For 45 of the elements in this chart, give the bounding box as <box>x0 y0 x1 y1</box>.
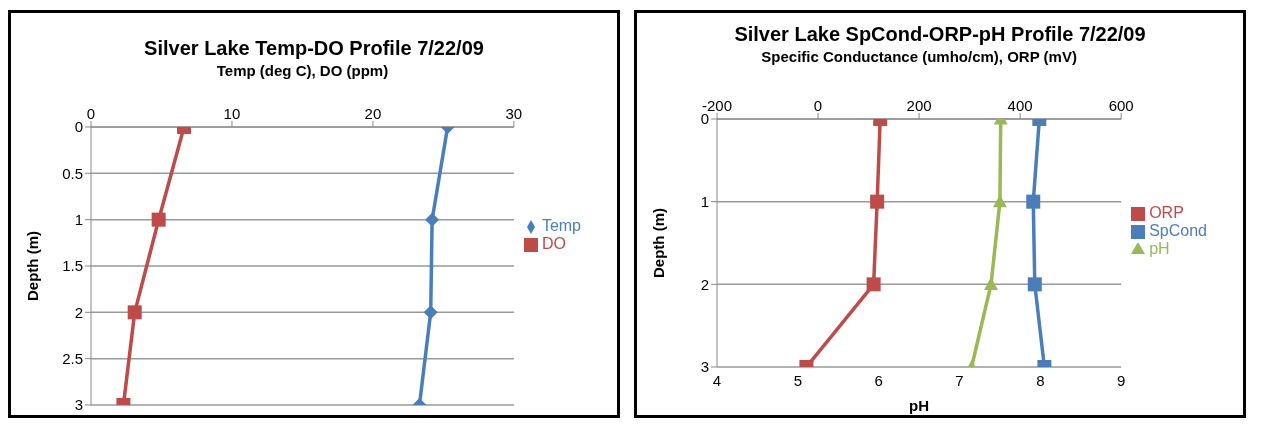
y-tick-label: 1.5 <box>62 257 83 275</box>
legend-label: ORP <box>1149 204 1184 221</box>
x-axis-title: Temp (deg C), DO (ppm) <box>216 61 389 79</box>
x-tick-label: 0 <box>86 105 96 122</box>
legend-label: SpCond <box>1149 222 1207 239</box>
y-tick-label: 3 <box>74 396 83 414</box>
point <box>870 194 885 209</box>
point <box>127 305 142 320</box>
x2-tick-label: 7 <box>955 371 964 389</box>
point <box>1026 194 1041 209</box>
y-tick-label: 0 <box>74 118 83 136</box>
legend-label: pH <box>1149 240 1170 257</box>
y-tick-label: 3 <box>700 358 709 376</box>
point <box>1027 277 1042 292</box>
point <box>425 212 440 227</box>
x-tick-label: 0 <box>813 97 823 114</box>
x-axis-title: Specific Conductance (umho/cm), ORP (mV) <box>761 47 1077 65</box>
chart-title: Silver Lake SpCond-ORP-pH Profile 7/22/09 <box>733 23 1147 46</box>
x2-tick-label: 6 <box>874 371 883 389</box>
x2-axis-title: pH <box>909 397 930 414</box>
y-axis-title: Depth (m) <box>24 231 42 301</box>
x-tick-label: 400 <box>1007 97 1033 114</box>
x-tick-label: 600 <box>1108 97 1134 114</box>
x-tick-label: -200 <box>701 97 733 114</box>
y-tick-label: 2.5 <box>62 349 83 367</box>
y-tick-label: 1 <box>74 210 83 228</box>
y-tick-label: 2 <box>74 303 83 321</box>
y-tick-label: 2 <box>700 275 709 293</box>
y-axis-title: Depth (m) <box>650 208 668 278</box>
point <box>866 277 881 292</box>
x2-tick-label: 5 <box>793 371 803 389</box>
x-tick-label: 20 <box>364 105 382 122</box>
legend-label: Temp <box>541 217 581 234</box>
x2-tick-label: 9 <box>1117 371 1126 389</box>
x-tick-label: 200 <box>906 97 932 114</box>
y-tick-label: 1 <box>700 192 709 210</box>
x-tick-label: 10 <box>223 105 241 122</box>
legend-label: DO <box>541 235 566 252</box>
point <box>151 212 166 227</box>
chart-title: Silver Lake Temp-DO Profile 7/22/09 <box>143 37 485 60</box>
y-tick-label: 0.5 <box>62 164 83 182</box>
point <box>423 305 438 320</box>
x2-tick-label: 8 <box>1036 371 1045 389</box>
x2-tick-label: 4 <box>712 371 722 389</box>
x-tick-label: 30 <box>505 105 523 122</box>
